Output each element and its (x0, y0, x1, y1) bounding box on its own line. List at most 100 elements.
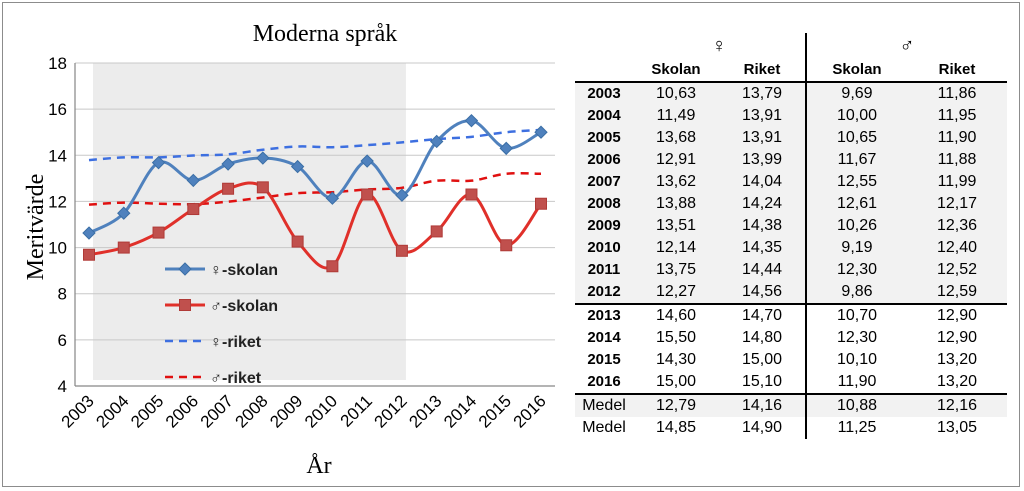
legend-label: ♀-skolan (210, 262, 278, 279)
data-point (83, 248, 95, 261)
x-tick-label: 2007 (197, 391, 237, 431)
table-row: 2011 13,75 14,44 12,30 12,52 (575, 259, 1007, 281)
female-school-cell: 13,51 (633, 215, 719, 237)
female-school-cell: 14,85 (655, 419, 697, 436)
data-point (360, 154, 374, 168)
legend-label: ♀-riket (210, 334, 262, 351)
table-row: 2009 13,51 14,38 10,26 12,36 (575, 215, 1007, 237)
female-school-cell: 12,91 (633, 149, 719, 171)
female-school-cell: 12,79 (633, 393, 719, 417)
male-national-cell: 11,90 (907, 127, 1007, 149)
male-national-cell: 12,17 (907, 193, 1007, 215)
column-header: Skolan (805, 59, 907, 83)
y-axis-label: Meritvärde (23, 174, 49, 281)
table-gender-row: ♀ ♂ (575, 33, 1007, 59)
y-tick-label: 4 (58, 377, 67, 396)
year-cell: 2015 (587, 351, 621, 368)
table-body: 2003 10,63 13,79 9,69 11,86 2004 11,49 13,91 10,… (575, 82, 1007, 439)
female-school-cell: 14,60 (633, 303, 719, 327)
line-chart: Moderna språk 46810121416182003200420052… (23, 21, 555, 479)
male-school-cell: 10,00 (805, 105, 907, 127)
year-cell: 2009 (575, 215, 633, 237)
year-cell: 2003 (575, 82, 633, 105)
female-national-cell: 14,56 (719, 281, 806, 304)
year-cell: 2012 (575, 281, 633, 304)
x-tick-label: 2005 (127, 391, 167, 431)
data-point (395, 244, 408, 257)
x-tick-label: 2008 (231, 391, 271, 431)
x-tick-label: 2003 (58, 391, 98, 431)
male-school-cell: 10,26 (805, 215, 907, 237)
data-point (256, 181, 269, 194)
data-point (222, 182, 235, 195)
data-point (395, 188, 409, 202)
mean-row: Medel 14,85 14,90 11,25 13,05 (575, 417, 1007, 439)
male-national-cell: 12,90 (907, 303, 1007, 327)
female-school-cell: 12,27 (633, 281, 719, 304)
data-point (291, 235, 304, 248)
year-cell: 2016 (587, 373, 621, 390)
x-tick-label: 2011 (337, 391, 376, 430)
data-point (429, 134, 444, 149)
data-point (221, 157, 235, 171)
x-tick-label: 2006 (162, 391, 202, 431)
female-national-cell: 15,10 (741, 373, 783, 390)
male-national-cell: 12,16 (907, 393, 1007, 417)
year-cell: 2011 (575, 259, 633, 281)
x-tick-label: 2009 (266, 391, 306, 431)
male-school-cell: 10,70 (805, 303, 907, 327)
female-school-cell: 11,49 (633, 105, 719, 127)
x-tick-label: 2015 (475, 391, 515, 431)
table-row: 2008 13,88 14,24 12,61 12,17 (575, 193, 1007, 215)
male-national-cell: 12,59 (907, 281, 1007, 304)
table-row: 2005 13,68 13,91 10,65 11,90 (575, 127, 1007, 149)
y-tick-label: 6 (58, 331, 67, 350)
female-national-cell: 14,16 (719, 393, 806, 417)
year-cell: 2008 (575, 193, 633, 215)
female-school-cell: 13,75 (633, 259, 719, 281)
table-row: 2010 12,14 14,35 9,19 12,40 (575, 237, 1007, 259)
male-national-cell: 13,05 (936, 419, 978, 436)
female-national-cell: 14,70 (719, 303, 806, 327)
data-point (117, 241, 130, 254)
shaded-period (93, 63, 406, 380)
male-national-cell: 13,20 (936, 351, 978, 368)
data-point (325, 191, 340, 205)
male-national-cell: 12,40 (907, 237, 1007, 259)
data-point (430, 225, 443, 238)
table-row: 2004 11,49 13,91 10,00 11,95 (575, 105, 1007, 127)
table-row: 2003 10,63 13,79 9,69 11,86 (575, 82, 1007, 105)
mean-label: Medel (582, 419, 626, 436)
male-national-cell: 12,52 (907, 259, 1007, 281)
female-school-cell: 13,68 (633, 127, 719, 149)
data-point (290, 159, 305, 174)
female-national-cell: 14,80 (741, 329, 783, 346)
data-point (500, 239, 513, 252)
data-point (326, 260, 339, 273)
chart-title: Moderna språk (253, 21, 398, 47)
table-row: 2006 12,91 13,99 11,67 11,88 (575, 149, 1007, 171)
legend-marker (179, 299, 191, 311)
mean-row: Medel 12,79 14,16 10,88 12,16 (575, 393, 1007, 417)
male-symbol: ♂ (805, 33, 1007, 59)
female-national-cell: 13,99 (719, 149, 806, 171)
data-point (187, 203, 200, 216)
data-point (534, 125, 548, 139)
series-line-2 (88, 128, 542, 162)
mean-label: Medel (575, 393, 633, 417)
year-cell: 2014 (587, 329, 621, 346)
data-point (151, 155, 166, 170)
data-point (186, 173, 201, 188)
female-symbol: ♀ (711, 35, 727, 57)
female-national-cell: 14,35 (719, 237, 806, 259)
legend-marker (178, 262, 192, 276)
female-school-cell: 13,88 (633, 193, 719, 215)
column-header: Riket (719, 59, 806, 83)
table-row: 2013 14,60 14,70 10,70 12,90 (575, 303, 1007, 327)
year-cell: 2007 (575, 171, 633, 193)
x-tick-label: 2010 (301, 391, 341, 431)
y-tick-label: 16 (48, 100, 67, 119)
male-national-cell: 12,90 (936, 329, 978, 346)
data-point (465, 188, 478, 201)
